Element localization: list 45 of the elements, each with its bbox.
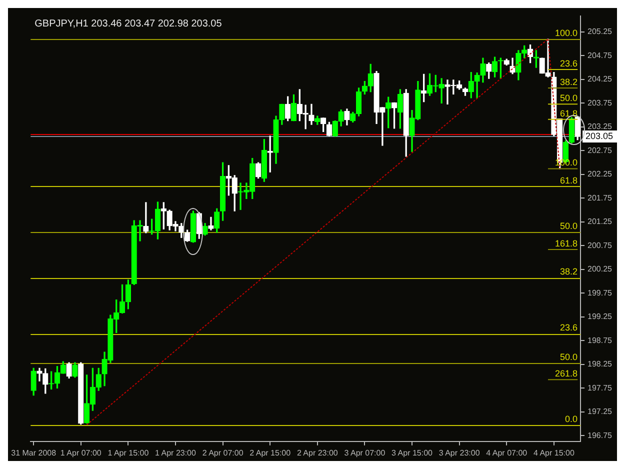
y-tick-label: 198.75 xyxy=(588,336,613,345)
x-tick-label: 4 Apr 07:00 xyxy=(486,448,528,458)
y-tick-label: 204.25 xyxy=(588,74,613,84)
y-tick-label: 203.75 xyxy=(588,98,613,108)
x-tick-label: 3 Apr 15:00 xyxy=(392,448,434,458)
y-tick-label: 199.25 xyxy=(588,312,613,322)
annotation: 50.0 xyxy=(560,220,578,231)
ref-line-label: 203.05 xyxy=(586,130,614,141)
x-tick-label: 31 Mar 2008 xyxy=(11,448,57,458)
annotation: 23.6 xyxy=(560,58,578,68)
annotation: 50.0 xyxy=(560,93,578,104)
x-tick-label: 1 Apr 23:00 xyxy=(155,448,196,458)
y-tick-label: 197.75 xyxy=(588,383,613,392)
y-tick-label: 197.25 xyxy=(588,407,613,416)
x-tick-label: 2 Apr 07:00 xyxy=(202,448,244,458)
annotation: 61.8 xyxy=(560,108,578,118)
y-tick-label: 203.25 xyxy=(588,122,613,132)
x-tick-label: 1 Apr 15:00 xyxy=(108,448,150,458)
x-tick-label: 1 Apr 07:00 xyxy=(60,448,102,458)
annotation: 261.8 xyxy=(555,368,578,379)
y-tick-label: 199.75 xyxy=(588,288,613,298)
y-tick-label: 200.75 xyxy=(588,240,613,250)
y-tick-label: 200.25 xyxy=(588,264,613,274)
x-tick-label: 2 Apr 23:00 xyxy=(296,448,338,458)
annotation: 100.0 xyxy=(555,28,578,38)
annotation: 161.8 xyxy=(555,238,578,248)
y-tick-label: 198.25 xyxy=(588,360,613,369)
annotation: 61.8 xyxy=(560,175,578,186)
annotation: 38.2 xyxy=(560,266,578,277)
chart-title: GBPJPY,H1 203.46 203.47 202.98 203.05 xyxy=(34,18,222,30)
x-tick-label: 4 Apr 15:00 xyxy=(533,448,575,458)
y-tick-label: 201.25 xyxy=(588,217,613,226)
y-tick-label: 201.75 xyxy=(588,193,613,202)
x-tick-label: 3 Apr 07:00 xyxy=(344,448,386,458)
annotation: 38.2 xyxy=(560,76,578,87)
y-tick-label: 205.25 xyxy=(588,27,613,36)
x-tick-label: 2 Apr 15:00 xyxy=(250,448,292,458)
x-tick-label: 3 Apr 23:00 xyxy=(438,448,480,458)
annotation: 0.0 xyxy=(565,414,578,424)
y-tick-label: 196.75 xyxy=(588,430,613,440)
annotation: 50.0 xyxy=(560,352,578,362)
y-tick-label: 204.75 xyxy=(588,50,613,60)
y-tick-label: 202.75 xyxy=(588,146,613,155)
annotation: 23.6 xyxy=(560,322,578,333)
y-tick-label: 202.25 xyxy=(588,170,613,179)
